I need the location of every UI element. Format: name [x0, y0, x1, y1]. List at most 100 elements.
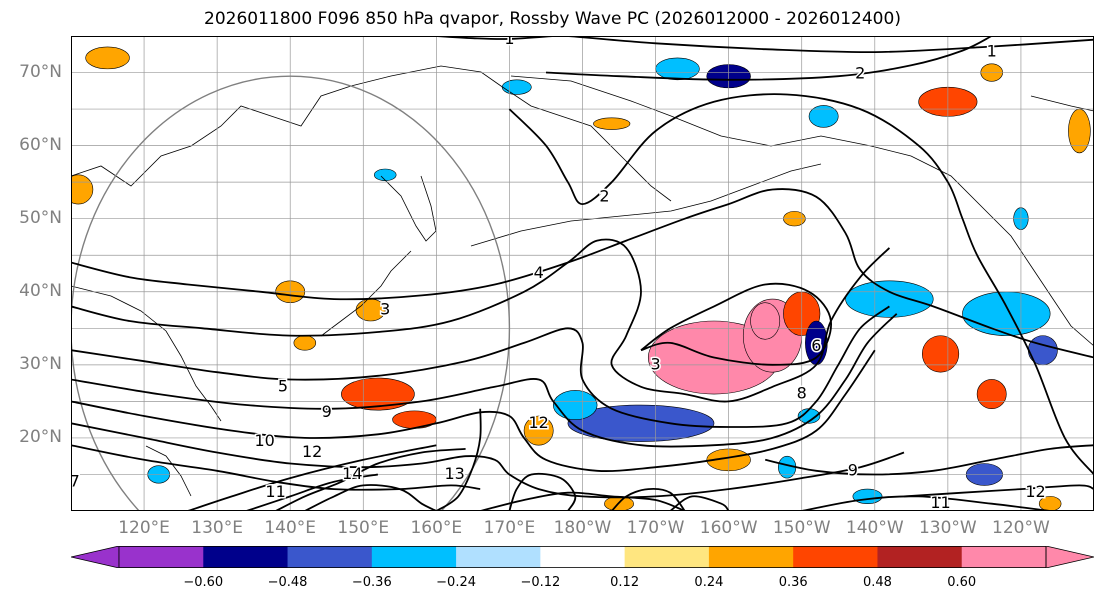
longitude-label: 120°W — [992, 518, 1050, 538]
qvapor-contour-line — [71, 238, 891, 403]
longitude-label: 140°E — [264, 518, 317, 538]
contour-label: 7 — [71, 471, 80, 490]
qvapor-contour-line — [275, 448, 466, 511]
longitude-label: 180°W — [553, 518, 612, 538]
qvapor-contour-line — [545, 36, 993, 81]
colorbar-tick-label: 0.36 — [778, 575, 808, 590]
longitude-label: 120°E — [118, 518, 170, 538]
qvapor-contour-line — [436, 36, 554, 40]
pc-anomaly-blob-28 — [655, 57, 700, 81]
colorbar-segment — [624, 546, 710, 568]
reference-circle-layer — [71, 75, 511, 511]
graticule-layer — [71, 36, 1094, 511]
coastline-layer — [71, 65, 1094, 497]
reference-circle — [71, 75, 511, 511]
pc-anomaly-blob-26 — [962, 291, 1051, 336]
qvapor-contour-line — [435, 408, 482, 511]
colorbar-tick-label: 0.48 — [862, 575, 892, 590]
pc-anomaly-blob-13 — [85, 46, 130, 70]
qvapor-contour-line — [71, 313, 898, 448]
pc-anomaly-blob-18 — [71, 174, 94, 205]
coastline-asia — [71, 65, 672, 202]
colorbar-tick-label: −0.36 — [351, 575, 392, 590]
latitude-label: 50°N — [19, 207, 62, 228]
longitude-label: 170°E — [483, 518, 536, 538]
map-title: 2026011800 F096 850 hPa qvapor, Rossby W… — [204, 9, 901, 29]
contour-label: 3 — [380, 300, 390, 319]
pc-anomaly-blob-21 — [293, 335, 317, 351]
qvapor-contour-line — [508, 472, 577, 511]
colorbar-segment — [456, 546, 541, 568]
contour-label: 1 — [504, 36, 514, 48]
colorbar-tick-label: −0.24 — [436, 575, 476, 590]
colorbar — [71, 546, 1094, 568]
rossby-pc-shading-layer — [71, 46, 1091, 511]
colorbar-tick-label: −0.12 — [520, 575, 561, 590]
longitude-label: 170°W — [626, 518, 685, 538]
colorbar-tick-label: −0.60 — [183, 575, 224, 590]
qvapor-contour-line — [669, 495, 730, 511]
contour-label: 1 — [987, 42, 997, 61]
coastline-japan — [320, 250, 412, 337]
contour-label: 12 — [1025, 482, 1045, 501]
colorbar-tick-label: 0.24 — [694, 575, 724, 590]
contour-label: 5 — [278, 376, 288, 395]
coastline-alaska — [510, 75, 1094, 347]
pc-anomaly-blob-38 — [373, 168, 397, 181]
qvapor-contour-line — [801, 495, 1051, 511]
pc-anomaly-blob-7 — [976, 379, 1007, 409]
contour-label: 11 — [265, 482, 285, 501]
contour-label: 14 — [342, 464, 362, 483]
coastline-kamchatka — [380, 175, 437, 242]
latitude-label: 20°N — [19, 426, 62, 447]
pc-anomaly-blob-14 — [593, 117, 631, 130]
latitude-label: 30°N — [19, 353, 62, 374]
contour-label: 8 — [797, 384, 807, 403]
longitude-label: 160°W — [699, 518, 758, 538]
pc-anomaly-blob-17 — [1038, 496, 1062, 511]
longitude-label: 150°W — [772, 518, 831, 538]
pc-anomaly-blob-4 — [341, 377, 415, 411]
longitude-label: 130°W — [918, 518, 977, 538]
coastline-aleutians — [470, 163, 822, 247]
qvapor-contour-line — [71, 444, 481, 491]
longitude-label: 140°W — [845, 518, 904, 538]
contour-label: 9 — [322, 402, 332, 421]
contour-label: 3 — [650, 354, 660, 373]
longitude-label: 130°E — [191, 518, 243, 538]
contour-label: 2 — [855, 64, 865, 83]
coastline-china — [71, 285, 222, 422]
colorbar-extend-over — [1045, 546, 1094, 568]
contour-label: 12 — [528, 413, 548, 432]
qvapor-contour-line — [903, 484, 1094, 498]
colorbar-segment — [708, 546, 794, 568]
colorbar-segment — [371, 546, 457, 568]
pc-anomaly-blob-25 — [845, 280, 934, 318]
contour-label: 4 — [534, 263, 544, 282]
qvapor-contour-line — [187, 444, 437, 511]
pc-anomaly-blob-16 — [1068, 108, 1091, 154]
pc-anomaly-blob-23 — [552, 390, 598, 420]
colorbar-segment — [119, 546, 204, 568]
longitude-label: 160°E — [410, 518, 463, 538]
pc-anomaly-blob-34 — [852, 488, 883, 504]
qvapor-contour-line — [611, 488, 686, 511]
qvapor-contour-line — [479, 491, 686, 511]
colorbar-segment — [287, 546, 373, 568]
contour-label: 9 — [848, 460, 858, 479]
colorbar-segment — [203, 546, 289, 568]
qvapor-contour-line — [71, 349, 876, 472]
qvapor-contour-line — [567, 36, 1094, 54]
colorbar-outline — [118, 546, 1047, 568]
latitude-label: 70°N — [19, 61, 62, 82]
latitude-label: 40°N — [19, 280, 62, 301]
qvapor-contour-line — [508, 93, 1094, 476]
colorbar-tick-label: 0.12 — [610, 575, 640, 590]
qvapor-contour-line — [765, 444, 1094, 476]
colorbar-segment — [540, 546, 626, 568]
colorbar-segment — [793, 546, 878, 568]
coastline-philippines — [145, 445, 192, 497]
map-panel: 1 1 2 2 3 3 4 5 6 7 8 9 9 10 11 11 12 12 12 13 14 — [71, 36, 1094, 511]
